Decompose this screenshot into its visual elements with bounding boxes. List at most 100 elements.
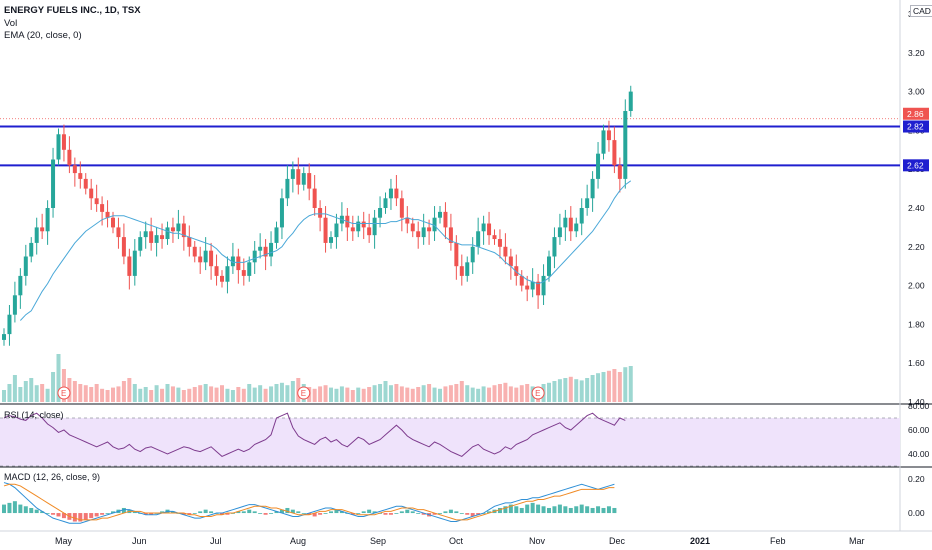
vol-label: Vol <box>4 17 18 29</box>
volume-bar <box>230 390 235 402</box>
volume-bar <box>388 385 393 402</box>
macd-histogram-bar <box>557 504 562 514</box>
macd-histogram-bar <box>323 513 328 514</box>
candle-body <box>121 237 126 257</box>
candle-body <box>388 188 393 199</box>
x-tick-label: Mar <box>849 536 865 546</box>
currency-badge[interactable]: CAD <box>910 5 932 17</box>
candle-body <box>165 227 170 240</box>
macd-histogram-bar <box>40 511 45 514</box>
macd-histogram-bar <box>247 509 252 514</box>
candle-body <box>563 217 568 228</box>
candle-body <box>470 246 475 263</box>
candle-body <box>285 178 290 199</box>
macd-histogram-bar <box>356 513 361 514</box>
macd-histogram-bar <box>454 511 459 514</box>
candle-body <box>258 246 263 251</box>
candle-body <box>181 223 186 238</box>
candle-body <box>421 227 426 238</box>
candle-body <box>252 250 257 263</box>
macd-histogram-bar <box>7 502 12 514</box>
volume-bar <box>247 384 252 402</box>
macd-histogram-bar <box>394 513 399 514</box>
candle-body <box>514 266 519 276</box>
volume-bar <box>345 387 350 402</box>
volume-bar <box>290 381 295 402</box>
volume-bar <box>23 381 28 402</box>
macd-histogram-bar <box>34 509 39 514</box>
macd-histogram-bar <box>601 507 606 514</box>
volume-bar <box>29 378 34 402</box>
candle-body <box>547 256 551 276</box>
candle-body <box>18 275 23 296</box>
macd-tick-label: 0.00 <box>908 508 925 518</box>
candle-body <box>585 198 590 208</box>
candle-body <box>40 227 45 232</box>
macd-histogram-bar <box>487 511 492 514</box>
macd-histogram-bar <box>23 506 28 514</box>
candle-body <box>247 262 252 276</box>
macd-histogram-bar <box>470 513 475 517</box>
candle-body <box>356 221 361 232</box>
x-tick-label: 2021 <box>690 536 710 546</box>
price-tick-label: 1.80 <box>908 319 925 329</box>
x-tick-label: Oct <box>449 536 464 546</box>
volume-bar <box>552 381 557 402</box>
price-tick-label: 3.00 <box>908 87 925 97</box>
volume-bar <box>18 387 23 402</box>
macd-histogram-bar <box>541 506 546 514</box>
volume-bar <box>34 385 39 402</box>
macd-histogram-bar <box>497 507 502 514</box>
volume-bar <box>187 388 192 402</box>
macd-histogram-bar <box>45 513 50 514</box>
macd-histogram-bar <box>383 513 388 515</box>
candle-body <box>160 235 165 240</box>
price-tick-label: 1.60 <box>908 358 925 368</box>
volume-bar <box>269 386 274 402</box>
volume-bar <box>334 388 339 402</box>
candle-body <box>241 270 246 276</box>
volume-bar <box>323 385 328 402</box>
macd-histogram-bar <box>503 506 508 514</box>
candle-body <box>541 275 546 296</box>
price-tick-label: 3.20 <box>908 48 925 58</box>
candle-body <box>154 235 159 243</box>
volume-bar <box>116 386 121 402</box>
macd-histogram-bar <box>94 513 99 517</box>
candle-body <box>274 227 279 243</box>
volume-bar <box>492 385 497 402</box>
macd-histogram-bar <box>399 511 404 514</box>
candle-body <box>263 246 268 257</box>
volume-bar <box>356 387 361 402</box>
rsi-label: RSI (14, close) <box>4 410 64 420</box>
earnings-marker-label: E <box>61 389 66 398</box>
candle-body <box>448 227 453 243</box>
candle-body <box>94 198 99 205</box>
macd-histogram-bar <box>596 506 601 514</box>
volume-bar <box>465 385 470 402</box>
volume-bar <box>318 386 323 402</box>
rsi-tick-label: 40.00 <box>908 449 930 459</box>
candle-body <box>552 237 557 257</box>
macd-histogram-bar <box>181 513 186 515</box>
volume-bar <box>606 370 611 402</box>
candle-body <box>116 227 121 238</box>
earnings-marker <box>297 386 311 400</box>
macd-histogram-bar <box>241 511 246 514</box>
candle-body <box>312 188 317 208</box>
price-tick-label: 2.00 <box>908 281 925 291</box>
ema-label: EMA (20, close, 0) <box>4 30 82 41</box>
candle-body <box>574 223 579 232</box>
macd-histogram-bar <box>525 504 530 514</box>
volume-bar <box>154 385 159 402</box>
macd-histogram-bar <box>579 504 584 514</box>
candle-body <box>476 231 481 247</box>
candle-body <box>72 165 77 174</box>
volume-bar <box>198 385 203 402</box>
candle-body <box>465 262 470 276</box>
macd-histogram-bar <box>72 513 77 522</box>
volume-bar <box>127 378 132 402</box>
volume-bar <box>263 388 268 402</box>
macd-histogram-bar <box>448 509 453 514</box>
